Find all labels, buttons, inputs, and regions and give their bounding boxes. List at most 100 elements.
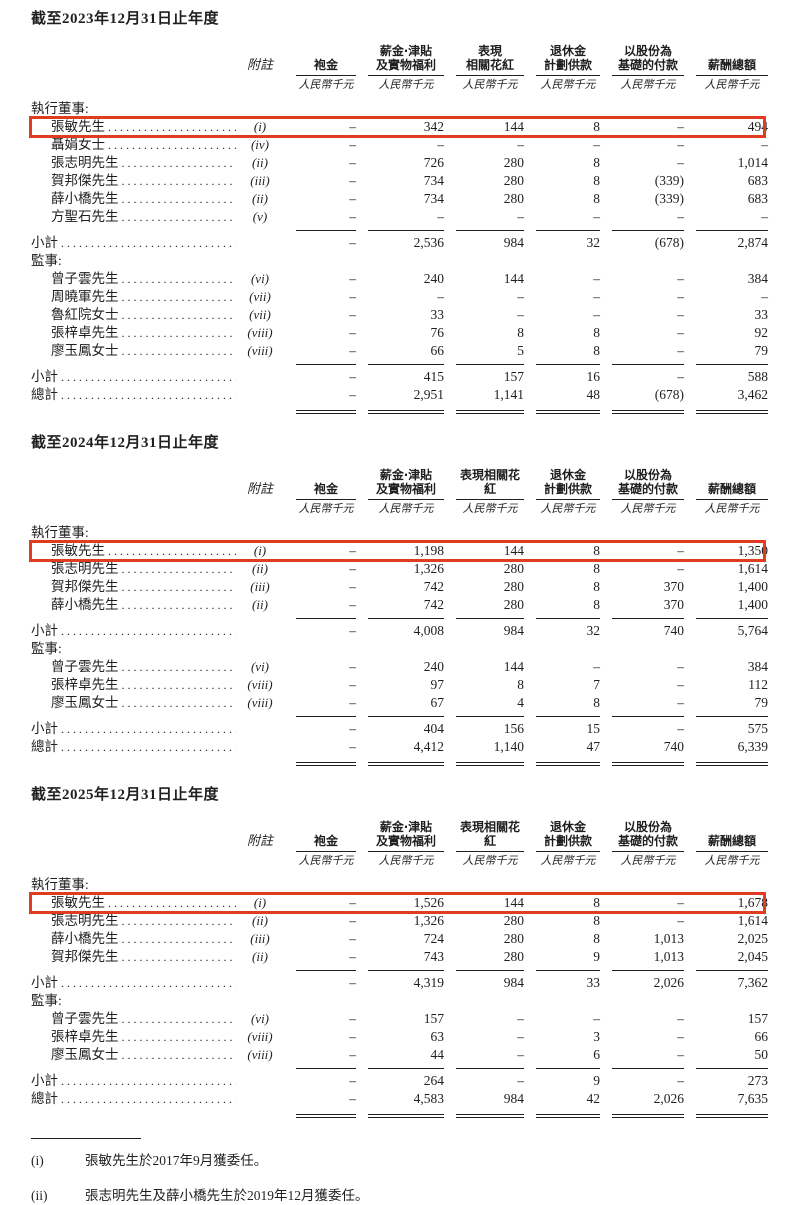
- value-cell: –: [349, 579, 356, 594]
- rule-spacer: [31, 712, 236, 720]
- value-cell: 33: [586, 975, 601, 990]
- currency-unit-label: 人民幣千元: [298, 855, 354, 867]
- rule-line: [456, 410, 524, 414]
- section-label-row: 執行董事:: [31, 100, 764, 118]
- director-row: 魯紅院女士 (vii) – 33 – – – 33: [31, 306, 768, 324]
- rule-line: [456, 969, 524, 971]
- dot-leader: [119, 676, 237, 694]
- row-name: 張志明先生: [51, 561, 119, 576]
- column-title: 薪酬總額: [696, 834, 768, 852]
- value-cell: 8: [517, 325, 524, 340]
- row-name: 小計: [31, 235, 58, 250]
- rule-cell: [524, 614, 600, 622]
- rule-cell: [284, 360, 356, 368]
- director-row: 張梓卓先生 (viii) – 97 8 7 – 112: [31, 676, 768, 694]
- value-cell: 1,526: [413, 895, 444, 910]
- row-name: 張志明先生: [51, 913, 119, 928]
- footnote-text: 張志明先生及薛小橋先生於2019年12月獲委任。: [85, 1188, 369, 1203]
- rule-line: [296, 229, 356, 231]
- rule-spacer: [31, 360, 236, 368]
- value-cell: –: [349, 1047, 356, 1062]
- amount-column-header: 薪金‧津貼 及實物福利 人民幣千元: [356, 468, 444, 518]
- value-cell: 280: [503, 173, 524, 188]
- value-cell: 4,008: [413, 623, 444, 638]
- row-name-cell: 張敏先生: [31, 118, 236, 136]
- footnote-separator: [31, 1138, 141, 1139]
- value-cell: 8: [593, 343, 600, 358]
- column-title-line: 袍金: [313, 58, 338, 72]
- rule-line: [368, 969, 444, 971]
- rule-line: [536, 762, 600, 766]
- row-name-cell: 賀邦傑先生: [31, 578, 236, 596]
- rule-line: [368, 229, 444, 231]
- value-cell: 16: [586, 369, 601, 384]
- column-title-line: 基礎的付款: [617, 58, 678, 72]
- note-reference: (ii): [252, 597, 268, 612]
- value-cell: –: [349, 1029, 356, 1044]
- dot-leader: [58, 720, 236, 738]
- column-title: 退休金 計劃供款: [536, 820, 600, 852]
- row-name: 賀邦傑先生: [51, 579, 119, 594]
- rule-line: [536, 617, 600, 619]
- amount-column-header: 表現相關花紅人民幣千元: [444, 468, 524, 518]
- value-cell: 370: [663, 597, 684, 612]
- dot-leader: [58, 234, 236, 252]
- value-cell: 743: [423, 949, 444, 964]
- column-title: 以股份為 基礎的付款: [612, 820, 684, 852]
- amount-column-header: 退休金 計劃供款人民幣千元: [524, 820, 600, 870]
- rule-spacer: [31, 1064, 236, 1072]
- value-cell: –: [517, 209, 524, 224]
- row-name: 小計: [31, 369, 58, 384]
- single-rule-row: [31, 360, 768, 368]
- footnote-label: (i): [31, 1153, 44, 1168]
- dot-leader: [119, 1046, 237, 1064]
- dot-leader: [119, 306, 237, 324]
- currency-unit-label: 人民幣千元: [540, 855, 596, 867]
- rule-line: [296, 715, 356, 717]
- column-title: 以股份為 基礎的付款: [612, 468, 684, 500]
- value-cell: –: [677, 137, 684, 152]
- value-cell: 280: [503, 191, 524, 206]
- dot-leader: [105, 894, 236, 912]
- value-cell: 404: [423, 721, 444, 736]
- currency-unit-label: 人民幣千元: [462, 855, 518, 867]
- rule-line: [696, 229, 768, 231]
- row-name: 曾子雲先生: [51, 1011, 119, 1026]
- note-reference: (viii): [247, 1047, 273, 1062]
- single-rule-row: [31, 614, 768, 622]
- row-name-cell: 曾子雲先生: [31, 270, 236, 288]
- row-name-cell: 周曉軍先生: [31, 288, 236, 306]
- section-label-row: 監事:: [31, 640, 764, 658]
- rule-cell: [284, 1110, 356, 1122]
- dot-leader: [119, 288, 237, 306]
- rule-line: [696, 617, 768, 619]
- value-cell: –: [677, 325, 684, 340]
- footnote-label: (ii): [31, 1188, 48, 1203]
- value-cell: –: [517, 289, 524, 304]
- rule-line: [536, 715, 600, 717]
- footnote-item: (ii) 張志明先生及薛小橋先生於2019年12月獲委任。: [31, 1187, 764, 1205]
- director-row: 周曉軍先生 (vii) – – – – – –: [31, 288, 768, 306]
- rule-cell: [524, 712, 600, 720]
- value-cell: 742: [423, 579, 444, 594]
- column-title-line: 退休金: [549, 468, 586, 482]
- column-title: 表現相關花紅: [456, 820, 524, 852]
- row-name: 總計: [31, 739, 58, 754]
- value-cell: –: [593, 137, 600, 152]
- row-name-cell: 總計: [31, 1090, 236, 1108]
- dot-leader: [119, 190, 237, 208]
- rule-cell: [444, 758, 524, 770]
- row-name: 周曉軍先生: [51, 289, 119, 304]
- footnotes: (i) 張敏先生於2017年9月獲委任。 (ii) 張志明先生及薛小橋先生於2019年…: [31, 1138, 764, 1205]
- column-title-line: 相關花紅: [465, 58, 514, 72]
- dot-leader: [119, 596, 237, 614]
- rule-cell: [356, 758, 444, 770]
- value-cell: 740: [663, 623, 684, 638]
- value-cell: 494: [747, 119, 768, 134]
- value-cell: –: [349, 597, 356, 612]
- double-rule-row: [31, 758, 768, 770]
- value-cell: –: [593, 659, 600, 674]
- remuneration-table: 截至2025年12月31日止年度 附註 袍金 人民幣千元 薪金‧津貼 及實物福利 人民幣千元…: [29, 786, 768, 1122]
- value-cell: 280: [503, 561, 524, 576]
- remuneration-table: 截至2024年12月31日止年度 附註 袍金 人民幣千元 薪金‧津貼 及實物福利 人民幣千元…: [29, 434, 768, 770]
